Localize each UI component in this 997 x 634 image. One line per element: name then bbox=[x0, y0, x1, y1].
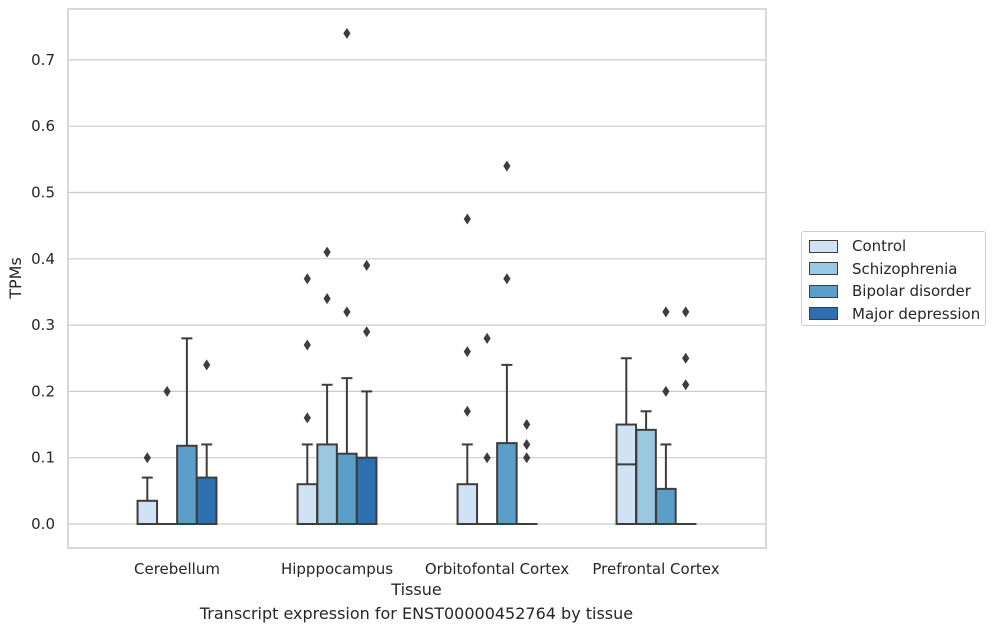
chart-caption: Transcript expression for ENST0000045276… bbox=[199, 604, 634, 623]
x-tick-label: Hipppocampus bbox=[281, 560, 393, 578]
outlier-point bbox=[662, 306, 670, 318]
outlier-point bbox=[303, 339, 311, 351]
outlier-point bbox=[463, 213, 471, 225]
box-bipolar-disorder bbox=[496, 160, 518, 526]
outlier-point bbox=[503, 160, 511, 172]
x-tick-label: Cerebellum bbox=[134, 560, 220, 578]
box-plot-marks bbox=[136, 27, 697, 526]
x-tick-label: Prefrontal Cortex bbox=[592, 560, 719, 578]
y-tick-label: 0.0 bbox=[31, 515, 55, 533]
outlier-point bbox=[523, 452, 531, 464]
box-body bbox=[296, 483, 319, 525]
legend-item: Control bbox=[809, 235, 985, 258]
y-tick-label: 0.2 bbox=[31, 382, 55, 400]
box-major-depression bbox=[195, 359, 218, 525]
legend-swatch bbox=[809, 284, 838, 298]
box-body bbox=[136, 499, 159, 526]
box-bipolar-disorder bbox=[655, 306, 677, 525]
y-tick-label: 0.1 bbox=[31, 449, 55, 467]
box-body bbox=[195, 476, 218, 525]
outlier-point bbox=[463, 405, 471, 417]
outlier-point bbox=[323, 293, 331, 305]
outlier-point bbox=[163, 385, 171, 397]
outlier-point bbox=[503, 273, 511, 285]
plot-area-frame bbox=[67, 8, 767, 549]
box-body bbox=[316, 443, 338, 525]
box-body bbox=[635, 428, 657, 525]
outlier-point bbox=[203, 359, 211, 371]
legend-label: Schizophrenia bbox=[852, 259, 958, 278]
outlier-point bbox=[682, 352, 690, 364]
outlier-point bbox=[483, 452, 491, 464]
outlier-point bbox=[682, 306, 690, 318]
box-major-depression bbox=[355, 259, 378, 526]
box-control bbox=[296, 273, 319, 525]
box-schizophrenia bbox=[316, 246, 338, 525]
y-tick-label: 0.4 bbox=[31, 250, 55, 268]
outlier-point bbox=[463, 346, 471, 358]
legend-swatch bbox=[809, 239, 838, 253]
outlier-point bbox=[523, 419, 531, 431]
y-tick-label: 0.7 bbox=[31, 51, 55, 69]
outlier-point bbox=[523, 438, 531, 450]
legend-swatch bbox=[809, 262, 838, 276]
box-schizophrenia bbox=[635, 410, 657, 525]
y-tick-label: 0.3 bbox=[31, 316, 55, 334]
outlier-point bbox=[303, 412, 311, 424]
box-control bbox=[456, 213, 479, 525]
outlier-point bbox=[682, 379, 690, 391]
outlier-point bbox=[483, 332, 491, 344]
box-major-depression bbox=[515, 419, 538, 526]
x-tick-label: Orbitofontal Cortex bbox=[425, 560, 569, 578]
legend-swatch bbox=[809, 307, 838, 321]
outlier-point bbox=[143, 452, 151, 464]
box-bipolar-disorder bbox=[176, 337, 198, 525]
grid-lines bbox=[68, 59, 766, 525]
box-body bbox=[176, 444, 198, 525]
box-major-depression bbox=[674, 306, 697, 526]
outlier-point bbox=[343, 27, 351, 39]
x-axis-ticks: Cerebellum Hipppocampus Orbitofontal Corte… bbox=[134, 560, 720, 578]
box-schizophrenia bbox=[156, 385, 178, 526]
outlier-point bbox=[303, 273, 311, 285]
box-bipolar-disorder bbox=[336, 27, 358, 525]
box-body bbox=[496, 442, 518, 526]
legend-item: Major depression bbox=[809, 303, 985, 326]
box-control bbox=[136, 452, 159, 526]
box-body bbox=[456, 483, 479, 525]
legend-label: Bipolar disorder bbox=[852, 282, 971, 301]
box-body bbox=[615, 423, 638, 525]
outlier-point bbox=[343, 306, 351, 318]
box-body bbox=[655, 487, 677, 525]
y-tick-label: 0.5 bbox=[31, 184, 55, 202]
outlier-point bbox=[323, 246, 331, 258]
outlier-point bbox=[662, 385, 670, 397]
legend-label: Control bbox=[852, 237, 907, 256]
legend-item: Bipolar disorder bbox=[809, 280, 985, 303]
y-tick-label: 0.6 bbox=[31, 117, 55, 135]
legend: Control Schizophrenia Bipolar disorder Majo… bbox=[801, 231, 986, 326]
box-body bbox=[355, 456, 378, 526]
box-schizophrenia bbox=[476, 332, 498, 526]
box-body bbox=[336, 452, 358, 525]
legend-item: Schizophrenia bbox=[809, 258, 985, 281]
outlier-point bbox=[363, 326, 371, 338]
y-axis-label: TPMs bbox=[6, 257, 25, 300]
box-control bbox=[615, 357, 638, 525]
y-axis-ticks: 0.0 0.1 0.2 0.3 0.4 0.5 0.6 0.7 bbox=[31, 51, 55, 533]
x-axis-label: Tissue bbox=[390, 580, 441, 599]
outlier-point bbox=[363, 259, 371, 271]
legend-label: Major depression bbox=[852, 304, 981, 323]
